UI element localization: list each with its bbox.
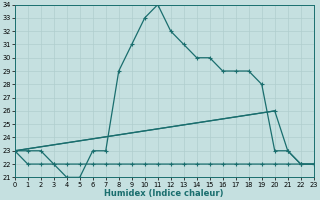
X-axis label: Humidex (Indice chaleur): Humidex (Indice chaleur) [105, 189, 224, 198]
